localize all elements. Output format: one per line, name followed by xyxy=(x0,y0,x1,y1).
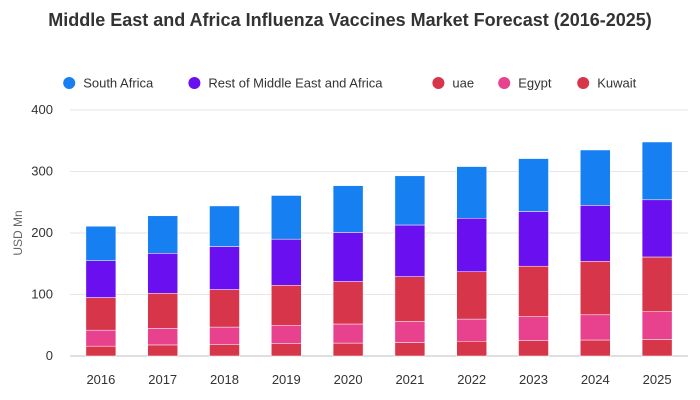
bar-egypt-2024 xyxy=(580,314,611,341)
bar-rest-of-middle-east-and-africa-2016 xyxy=(85,260,117,298)
bar-egypt-2023 xyxy=(518,316,549,341)
legend-marker-egypt xyxy=(498,77,511,89)
legend-label-uae: uae xyxy=(452,76,474,91)
chart-title: Middle East and Africa Influenza Vaccine… xyxy=(48,10,652,30)
bar-kuwait-2025 xyxy=(641,339,673,357)
x-tick-label-2025: 2025 xyxy=(643,372,672,387)
bar-egypt-2017 xyxy=(147,328,178,346)
y-axis-label: USD Mn xyxy=(11,210,25,255)
bar-south-africa-2025 xyxy=(641,141,673,201)
bar-kuwait-2024 xyxy=(580,339,611,357)
bar-kuwait-2020 xyxy=(332,342,364,357)
bar-uae-2025 xyxy=(641,256,673,312)
bar-uae-2016 xyxy=(85,297,117,331)
bar-kuwait-2019 xyxy=(271,343,302,357)
x-tick-label-2020: 2020 xyxy=(334,372,363,387)
bar-egypt-2018 xyxy=(209,326,240,345)
x-tick-label-2023: 2023 xyxy=(519,372,548,387)
bar-south-africa-2023 xyxy=(518,158,549,212)
x-tick-label-2018: 2018 xyxy=(210,372,239,387)
y-tick-label-0: 0 xyxy=(46,348,53,363)
bar-south-africa-2017 xyxy=(147,215,178,254)
x-tick-label-2021: 2021 xyxy=(395,372,424,387)
bar-egypt-2020 xyxy=(332,323,364,344)
bar-south-africa-2021 xyxy=(394,175,426,226)
bar-rest-of-middle-east-and-africa-2017 xyxy=(147,253,178,294)
bar-uae-2023 xyxy=(518,265,549,317)
bar-uae-2022 xyxy=(456,271,487,320)
bar-uae-2019 xyxy=(271,285,302,326)
bar-kuwait-2023 xyxy=(518,340,549,357)
legend-marker-uae xyxy=(432,77,445,89)
axes: 0 100 200 300 400 USD Mn 2016 2017 2018 2019 2020 2… xyxy=(11,102,672,387)
x-tick-label-2019: 2019 xyxy=(272,372,301,387)
bar-egypt-2021 xyxy=(394,321,426,343)
bar-rest-of-middle-east-and-africa-2023 xyxy=(518,211,549,267)
y-tick-label-400: 400 xyxy=(31,102,53,117)
bars xyxy=(85,141,673,357)
bar-south-africa-2024 xyxy=(580,149,611,206)
bar-uae-2024 xyxy=(580,261,611,316)
legend: South Africa Rest of Middle East and Afri… xyxy=(63,76,637,91)
y-tick-label-100: 100 xyxy=(31,287,53,302)
bar-uae-2021 xyxy=(394,276,426,322)
bar-rest-of-middle-east-and-africa-2018 xyxy=(209,246,240,290)
x-tick-label-2022: 2022 xyxy=(457,372,486,387)
legend-label-south-africa: South Africa xyxy=(83,76,154,91)
legend-label-egypt: Egypt xyxy=(518,76,552,91)
bar-uae-2020 xyxy=(332,281,364,325)
bar-rest-of-middle-east-and-africa-2024 xyxy=(580,205,611,262)
x-tick-label-2016: 2016 xyxy=(86,372,115,387)
bar-south-africa-2019 xyxy=(271,195,302,240)
bar-rest-of-middle-east-and-africa-2022 xyxy=(456,217,487,272)
y-tick-label-300: 300 xyxy=(31,164,53,179)
bar-south-africa-2022 xyxy=(456,166,487,219)
bar-uae-2018 xyxy=(209,289,240,328)
legend-label-rest-of-middle-east-and-africa: Rest of Middle East and Africa xyxy=(208,76,383,91)
legend-marker-kuwait xyxy=(577,77,590,89)
x-tick-label-2024: 2024 xyxy=(581,372,610,387)
bar-rest-of-middle-east-and-africa-2019 xyxy=(271,238,302,286)
bar-south-africa-2018 xyxy=(209,205,240,247)
legend-marker-rest-of-middle-east-and-africa xyxy=(188,77,201,89)
bar-kuwait-2021 xyxy=(394,342,426,357)
x-tick-label-2017: 2017 xyxy=(148,372,177,387)
bar-south-africa-2016 xyxy=(85,225,117,261)
bar-rest-of-middle-east-and-africa-2021 xyxy=(394,224,426,277)
bar-rest-of-middle-east-and-africa-2020 xyxy=(332,232,364,282)
bar-kuwait-2022 xyxy=(456,340,487,357)
bar-egypt-2016 xyxy=(85,329,117,347)
bar-kuwait-2018 xyxy=(209,344,240,357)
legend-marker-south-africa xyxy=(63,77,76,89)
bar-uae-2017 xyxy=(147,293,178,329)
bar-egypt-2019 xyxy=(271,325,302,344)
bar-kuwait-2017 xyxy=(147,344,178,357)
bar-rest-of-middle-east-and-africa-2025 xyxy=(641,199,673,258)
bar-south-africa-2020 xyxy=(332,185,364,233)
bar-egypt-2022 xyxy=(456,318,487,342)
legend-label-kuwait: Kuwait xyxy=(597,76,636,91)
y-tick-label-200: 200 xyxy=(31,225,53,240)
bar-kuwait-2016 xyxy=(85,345,117,357)
bar-egypt-2025 xyxy=(641,311,673,340)
